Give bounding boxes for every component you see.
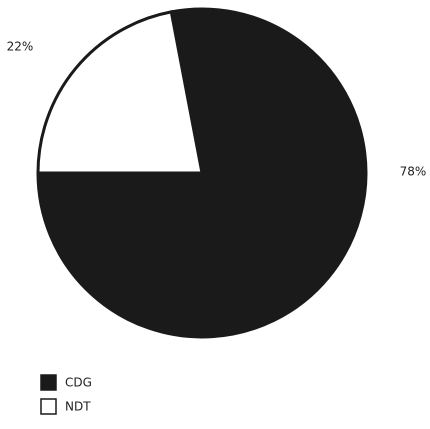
legend-label: CDG	[65, 376, 92, 390]
legend-label: NDT	[65, 400, 91, 414]
legend-swatch	[40, 398, 57, 415]
legend-swatch	[40, 374, 57, 391]
slice-label: 22%	[7, 40, 34, 54]
pie-slice	[36, 7, 368, 339]
pie-slice	[36, 10, 204, 175]
slice-label: 78%	[400, 165, 427, 179]
